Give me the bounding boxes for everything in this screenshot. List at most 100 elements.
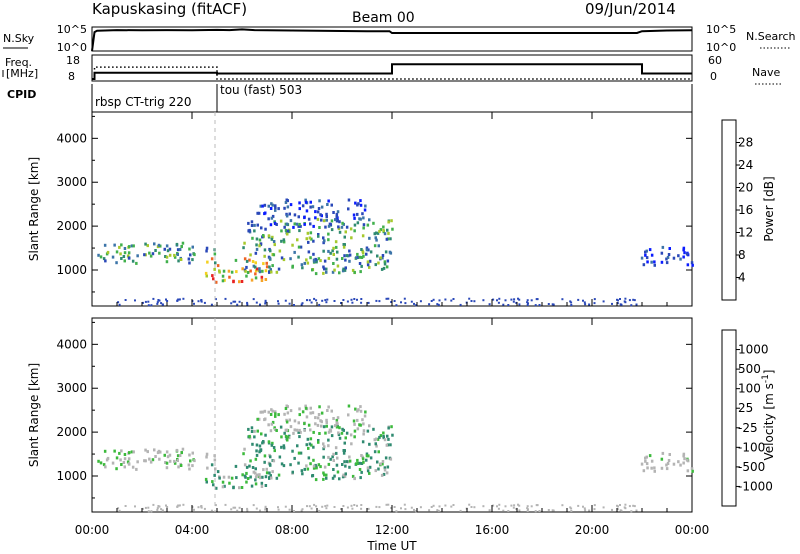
velocity-scatter-cell (314, 422, 317, 426)
power-scatter-cell (419, 300, 422, 303)
power-scatter-cell (271, 214, 275, 218)
velocity-scatter-cell (611, 508, 613, 511)
velocity-scatter-cell (252, 470, 256, 474)
velocity-scatter-cell (260, 481, 264, 485)
velocity-scatter-cell (150, 510, 153, 513)
power-scatter-cell (624, 297, 627, 300)
noise-left-tick-bottom: 10^0 (57, 41, 87, 54)
power-scatter-cell (232, 300, 235, 303)
velocity-scatter-cell (335, 451, 338, 455)
power-scatter-cell (317, 257, 321, 261)
velocity-scatter-cell (561, 504, 564, 507)
velocity-scatter-cell (289, 409, 293, 413)
power-scatter-cell (387, 231, 390, 235)
velocity-scatter-cell (344, 464, 347, 468)
power-scatter-cell (387, 297, 390, 300)
power-scatter-cell (131, 259, 135, 263)
velocity-scatter-cell (259, 410, 262, 414)
power-scatter-cell (336, 264, 340, 268)
power-scatter-cell (318, 226, 321, 229)
velocity-scatter-cell (132, 450, 135, 454)
velocity-scatter-cell (267, 440, 271, 444)
velocity-scatter-cell (275, 476, 279, 480)
power-scatter-cell (120, 257, 123, 260)
velocity-scatter-cell (391, 433, 394, 437)
power-scatter-cell (270, 237, 274, 241)
velocity-scatter-cell (282, 446, 286, 450)
velocity-scatter-cell (252, 504, 255, 507)
power-scatter-cell (263, 203, 267, 207)
velocity-scatter-cell (189, 459, 192, 463)
velocity-panel-frame (91, 317, 693, 513)
power-scatter-cell (264, 302, 267, 305)
velocity-scatter-cell (235, 476, 238, 480)
power-scatter-cell (215, 280, 218, 284)
velocity-scatter-cell (269, 474, 272, 478)
velocity-scatter-cell (297, 451, 301, 455)
power-scatter-cell (373, 244, 377, 248)
power-scatter-cell (254, 261, 257, 265)
velocity-scatter-cell (384, 456, 388, 460)
power-scatter-cell (383, 262, 387, 266)
power-scatter-cell (340, 225, 344, 229)
velocity-scatter-cell (410, 506, 413, 509)
power-scatter-cell (213, 267, 216, 271)
power-scatter-cell (289, 219, 293, 223)
power-scatter-cell (297, 224, 300, 228)
velocity-scatter-cell (284, 407, 288, 410)
velocity-scatter-cell (536, 504, 539, 507)
velocity-scatter-cell (385, 471, 389, 475)
velocity-scatter-cell (393, 506, 396, 508)
velocity-scatter-cell (415, 510, 418, 513)
velocity-scatter-cell (438, 505, 441, 508)
power-scatter-cell (286, 232, 289, 236)
velocity-scatter-cell (325, 421, 328, 424)
power-scatter-cell (179, 258, 183, 261)
velocity-scatter-cell (356, 409, 359, 413)
velocity-scatter-cell (356, 418, 359, 422)
velocity-scatter-cell (661, 451, 665, 455)
velocity-scatter-cell (362, 422, 365, 426)
velocity-scatter-cell (120, 463, 123, 466)
power-scatter-cell (277, 207, 280, 211)
velocity-scatter-cell (293, 510, 295, 512)
velocity-scatter-cell (254, 482, 258, 486)
power-scatter-cell (363, 208, 367, 212)
power-scatter-cell (119, 252, 122, 256)
velocity-scatter-cell (293, 428, 296, 432)
power-scatter-cell (150, 304, 153, 307)
velocity-scatter-cell (342, 505, 345, 507)
power-scatter-cell (375, 299, 378, 302)
power-scatter-cell (273, 220, 276, 224)
power-scatter-cell (263, 248, 267, 252)
velocity-scatter-cell (153, 448, 156, 452)
velocity-scatter-cell (327, 455, 330, 459)
velocity-scatter-cell (322, 447, 325, 451)
velocity-scatter-cell (300, 509, 303, 512)
velocity-scatter-cell (322, 471, 325, 475)
velocity-scatter-cell (385, 443, 389, 447)
power-scatter-cell (135, 261, 138, 265)
velocity-scatter-cell (682, 454, 685, 458)
power-scatter-cell (301, 302, 304, 305)
power-scatter-cell (124, 299, 127, 301)
power-scatter-cell (271, 264, 274, 268)
power-scatter-cell (211, 274, 214, 278)
power-scatter-cell (97, 253, 100, 257)
velocity-scatter-cell (530, 505, 533, 508)
power-scatter-cell (253, 223, 256, 227)
velocity-scatter-cell (317, 413, 321, 416)
power-scatter-cell (645, 256, 649, 260)
power-scatter-cell (203, 301, 206, 304)
velocity-scatter-cell (304, 404, 307, 408)
power-scatter-cell (263, 212, 266, 216)
velocity-colorbar-tick-label: -25 (738, 421, 758, 435)
velocity-scatter-cell (177, 504, 180, 507)
power-scatter-cell (188, 261, 191, 265)
power-scatter-cell (249, 269, 252, 273)
power-scatter-cell (645, 249, 648, 253)
velocity-scatter-cell (645, 462, 649, 466)
velocity-scatter-cell (498, 503, 501, 506)
velocity-scatter-cell (232, 506, 235, 509)
velocity-scatter-cell (282, 464, 286, 468)
